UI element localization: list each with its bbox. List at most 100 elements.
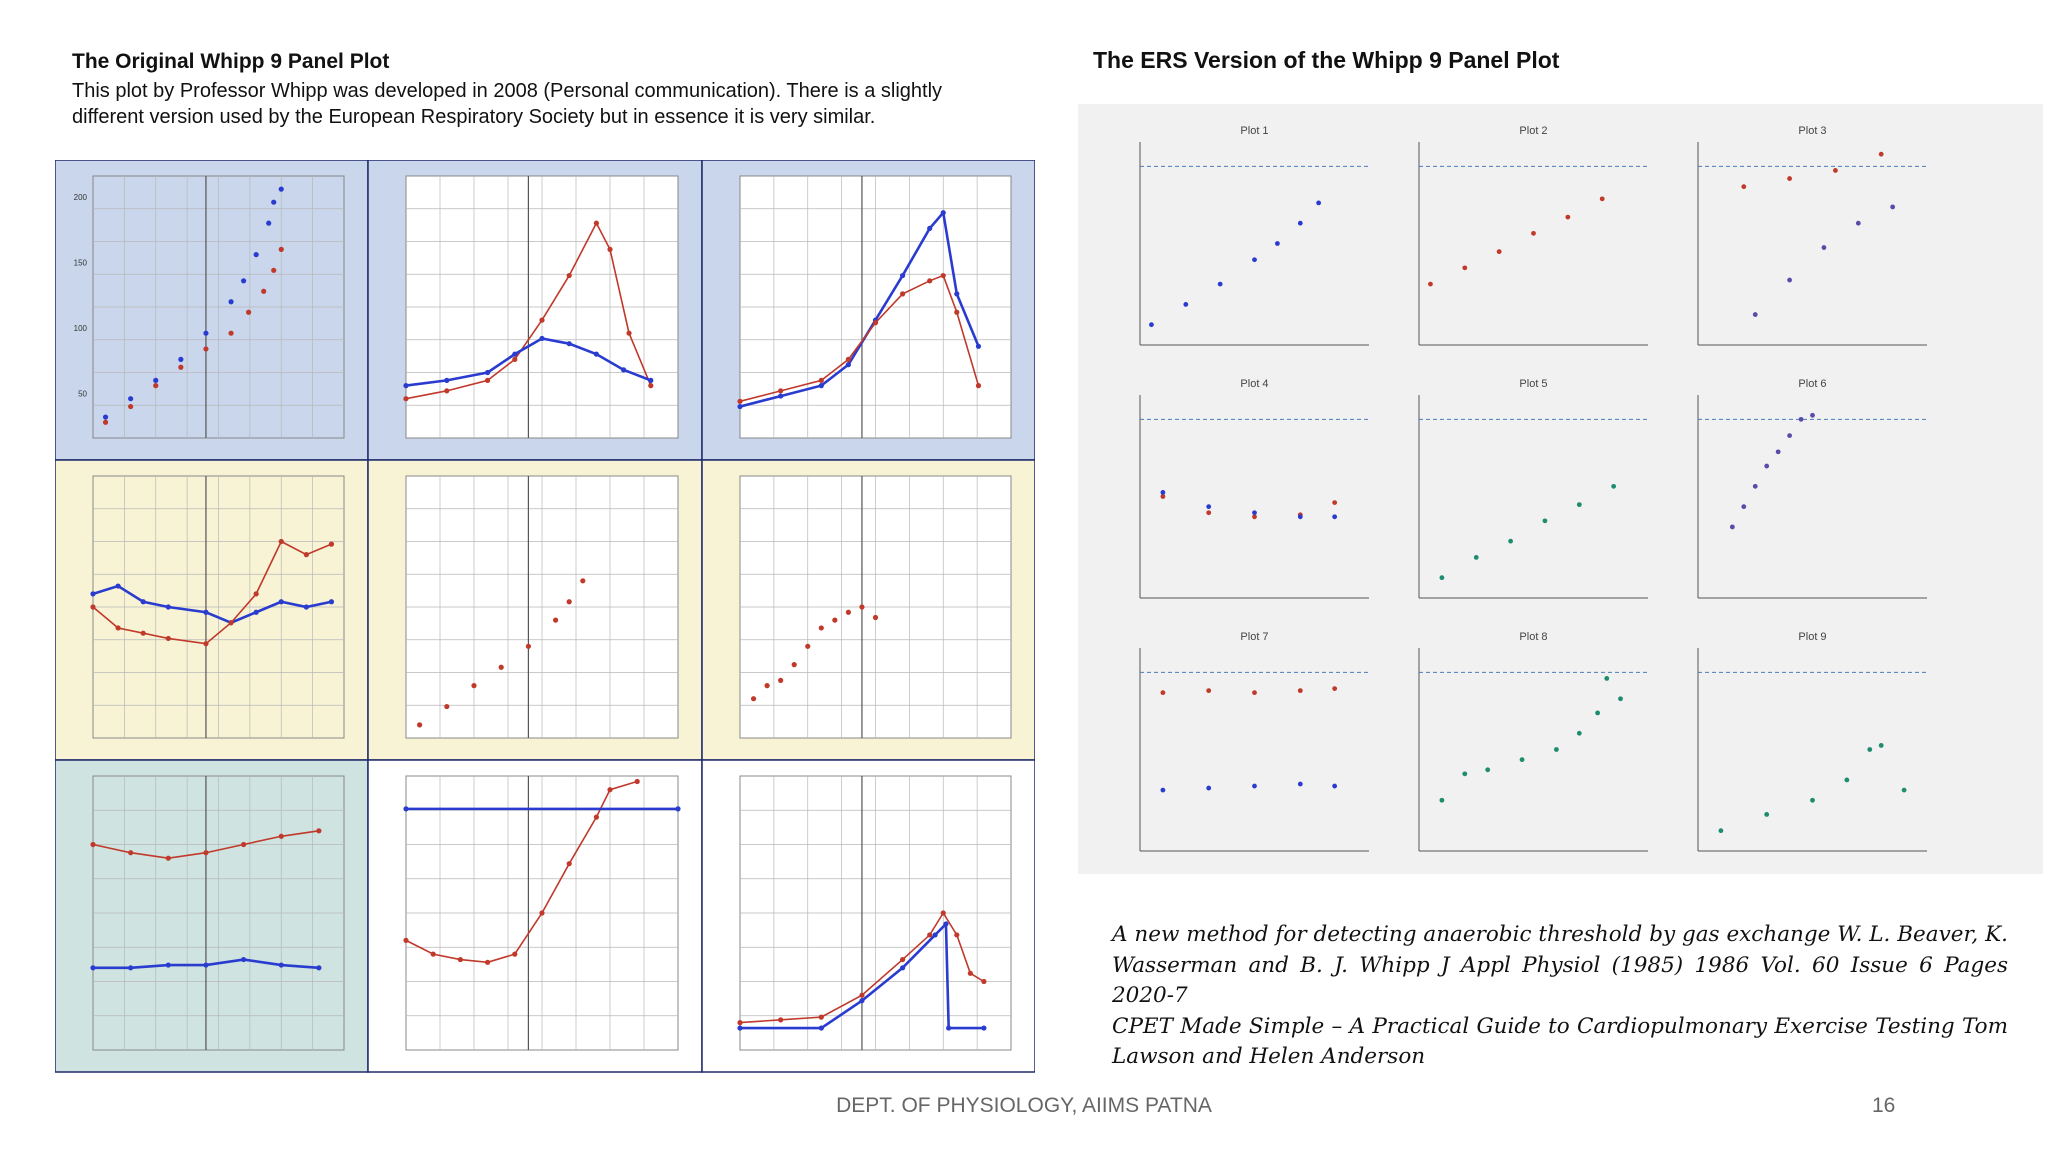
data-point <box>165 635 171 642</box>
original-nine-panel-chart: 200 150 100 50 <box>55 160 1035 1073</box>
data-point <box>1752 483 1758 489</box>
data-point <box>778 1017 784 1023</box>
data-point <box>444 388 450 394</box>
data-point <box>791 662 797 668</box>
data-point <box>178 364 184 370</box>
panel-label: Plot 2 <box>1519 125 1547 137</box>
data-point <box>278 538 284 545</box>
data-point <box>607 246 613 252</box>
data-point <box>203 641 209 647</box>
ers-panel-9: Plot 9 <box>1697 631 1927 852</box>
data-point <box>90 591 96 597</box>
data-point <box>927 932 933 938</box>
data-point <box>900 965 906 971</box>
data-point <box>981 1025 987 1031</box>
panel-label: Plot 4 <box>1240 378 1268 390</box>
data-point <box>737 1025 743 1031</box>
data-point <box>1844 777 1850 783</box>
data-point <box>253 609 259 615</box>
data-point <box>566 861 572 867</box>
data-point <box>1297 514 1303 520</box>
data-point <box>128 403 134 410</box>
data-point <box>900 272 906 279</box>
data-point <box>648 383 654 389</box>
panel-label: Plot 1 <box>1240 125 1268 137</box>
original-panel-7 <box>55 759 369 1073</box>
ers-panel-5: Plot 5 <box>1418 378 1648 599</box>
data-point <box>872 320 879 326</box>
original-panel-2 <box>367 160 703 461</box>
data-point <box>253 591 259 597</box>
data-point <box>954 291 960 297</box>
data-point <box>648 377 654 383</box>
data-point <box>241 956 247 963</box>
data-point <box>1439 797 1445 803</box>
ers-panel-3: Plot 3 <box>1697 125 1927 346</box>
data-point <box>1901 787 1907 793</box>
data-point <box>512 356 518 362</box>
data-point <box>1332 500 1338 505</box>
data-point <box>750 696 757 702</box>
data-point <box>498 664 504 670</box>
data-point <box>778 393 784 399</box>
data-point <box>1775 449 1781 455</box>
data-point <box>1316 200 1322 206</box>
data-point <box>626 330 632 336</box>
original-panel-4 <box>55 459 369 761</box>
data-point <box>1206 504 1212 510</box>
data-point <box>203 330 209 336</box>
data-point <box>253 252 259 258</box>
data-point <box>566 599 572 605</box>
data-point <box>1878 151 1884 157</box>
data-point <box>1787 277 1792 283</box>
data-point <box>1439 575 1445 581</box>
data-point <box>1160 494 1166 499</box>
data-point <box>303 604 309 610</box>
data-point <box>1729 524 1735 530</box>
data-point <box>1599 196 1605 202</box>
data-point <box>927 278 933 284</box>
data-point <box>90 604 96 610</box>
data-point <box>1890 204 1896 210</box>
data-point <box>1217 281 1223 287</box>
data-point <box>1183 302 1189 307</box>
data-point <box>512 351 518 357</box>
data-point <box>940 210 946 216</box>
data-point <box>403 806 409 812</box>
data-point <box>859 998 865 1004</box>
data-point <box>818 1014 824 1020</box>
data-point <box>539 910 545 916</box>
data-point <box>328 599 335 605</box>
data-point <box>165 962 171 968</box>
data-point <box>403 383 409 389</box>
original-panel-9 <box>701 759 1035 1073</box>
data-point <box>872 614 879 621</box>
data-point <box>566 341 572 347</box>
series-line <box>405 221 652 400</box>
ers-panel-4: Plot 4 <box>1139 378 1369 599</box>
data-point <box>140 599 146 605</box>
data-point <box>1297 688 1303 694</box>
data-point <box>228 620 234 626</box>
data-point <box>845 356 852 362</box>
data-point <box>278 186 284 192</box>
data-point <box>241 841 247 848</box>
data-point <box>1206 785 1212 791</box>
series-line <box>740 920 984 1030</box>
data-point <box>1252 510 1257 516</box>
data-point <box>140 630 146 636</box>
data-point <box>153 377 159 383</box>
data-point <box>316 965 322 971</box>
data-point <box>1810 797 1815 803</box>
data-point <box>444 377 450 383</box>
footer-text: DEPT. OF PHYSIOLOGY, AIIMS PATNA <box>836 1094 1212 1117</box>
data-point <box>1149 322 1154 328</box>
ers-panel-6: Plot 6 <box>1697 378 1927 599</box>
tick-label: 200 <box>74 193 88 202</box>
data-point <box>1252 514 1257 520</box>
series-line <box>739 911 985 1024</box>
data-point <box>1604 676 1610 681</box>
data-point <box>271 267 277 273</box>
original-panel-3 <box>701 160 1035 461</box>
tick-label: 150 <box>74 259 88 268</box>
